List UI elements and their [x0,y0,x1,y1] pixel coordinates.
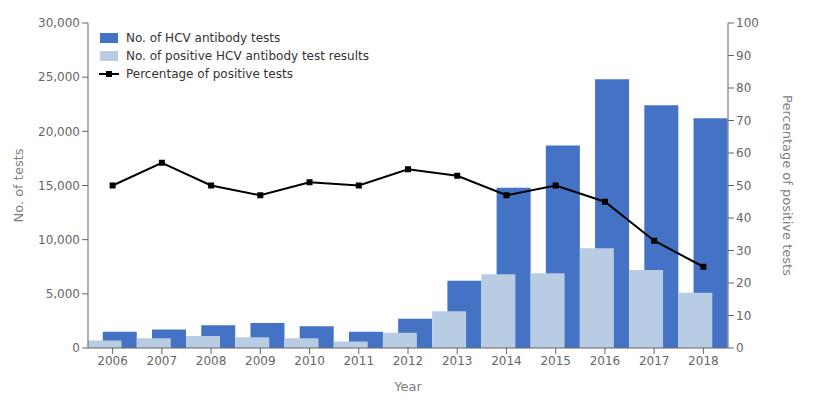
svg-text:5,000: 5,000 [46,287,80,301]
svg-text:40: 40 [736,211,751,225]
svg-text:2011: 2011 [343,354,374,368]
svg-text:2009: 2009 [245,354,276,368]
html-text:Percentage of positive tests: Percentage of positive tests [126,67,293,81]
svg-text:2014: 2014 [491,354,522,368]
svg-text:70: 70 [736,114,751,128]
svg-text:80: 80 [736,81,751,95]
svg-text:60: 60 [736,146,751,160]
svg-text:10: 10 [736,309,751,323]
svg-text:2010: 2010 [294,354,325,368]
html-text:No. of HCV antibody tests: No. of HCV antibody tests [126,31,281,45]
svg-text:0: 0 [72,341,80,355]
svg-text:2016: 2016 [590,354,621,368]
svg-text:2018: 2018 [688,354,719,368]
svg-text:20,000: 20,000 [38,125,80,139]
svg-text:25,000: 25,000 [38,70,80,84]
svg-text:2013: 2013 [442,354,473,368]
svg-text:30: 30 [736,244,751,258]
svg-text:No. of tests: No. of tests [11,148,26,222]
svg-text:2012: 2012 [393,354,424,368]
svg-text:20: 20 [736,276,751,290]
svg-text:50: 50 [736,179,751,193]
svg-text:90: 90 [736,49,751,63]
svg-text:100: 100 [736,16,759,30]
svg-text:15,000: 15,000 [38,179,80,193]
svg-text:2006: 2006 [97,354,128,368]
svg-text:Percentage of positive tests: Percentage of positive tests [780,95,795,276]
svg-text:10,000: 10,000 [38,233,80,247]
svg-text:2007: 2007 [147,354,178,368]
html-text:No. of positive HCV antibody t: No. of positive HCV antibody test result… [126,49,369,63]
svg-text:2008: 2008 [196,354,227,368]
svg-text:Year: Year [393,379,422,394]
svg-text:30,000: 30,000 [38,16,80,30]
svg-text:2015: 2015 [540,354,571,368]
svg-text:2017: 2017 [639,354,670,368]
svg-text:0: 0 [736,341,744,355]
